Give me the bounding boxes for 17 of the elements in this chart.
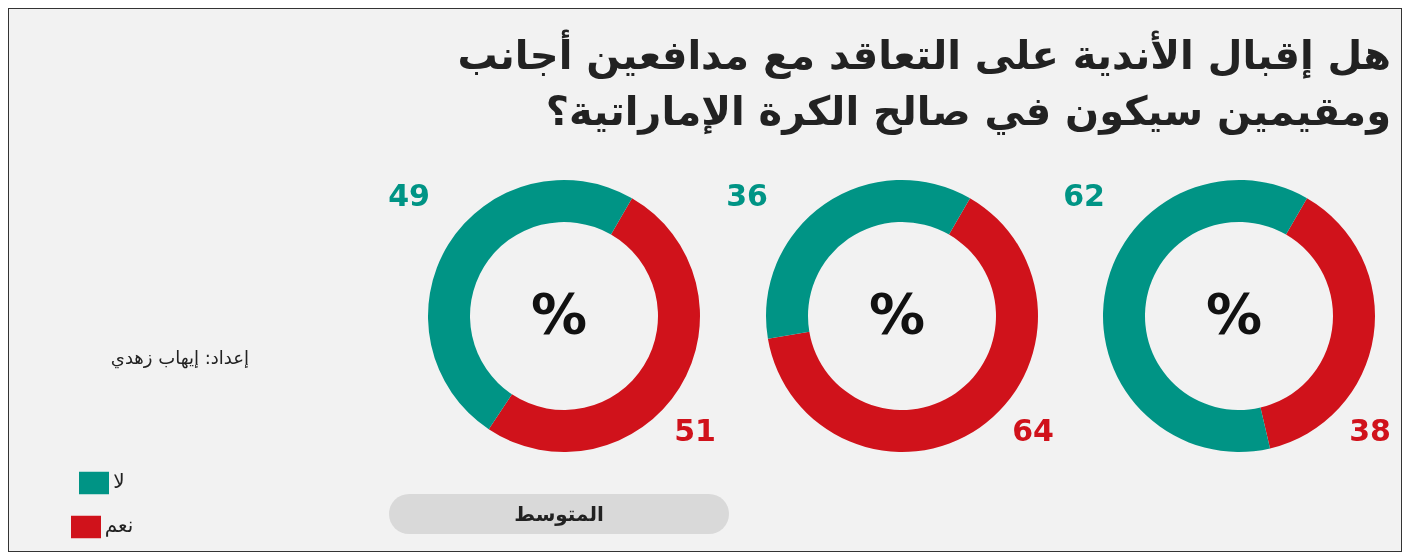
legend-label: نعم: [104, 513, 134, 537]
data-label: 62: [1063, 178, 1105, 213]
text: هل إقبال الأندية على التعاقد مع مدافعين أجانب ومقيمين سيكون في صالح الكرة الإماراتية؟: [456, 28, 1391, 137]
data-label: 64: [1012, 413, 1054, 448]
legend-label: لا: [113, 469, 125, 493]
text: %: [530, 281, 588, 346]
text: %: [1205, 281, 1263, 346]
text: %: [868, 281, 926, 346]
data-label: 38: [1349, 413, 1391, 448]
data-label: 36: [726, 178, 768, 213]
text: المتوسط: [389, 494, 729, 534]
donut-slice: [1103, 180, 1307, 452]
text: إعداد: إيهاب زهدي: [109, 347, 249, 368]
donut-slice: [766, 180, 970, 339]
data-label: 51: [674, 413, 716, 448]
data-label: 49: [388, 178, 430, 213]
donut-slice: [428, 180, 632, 430]
